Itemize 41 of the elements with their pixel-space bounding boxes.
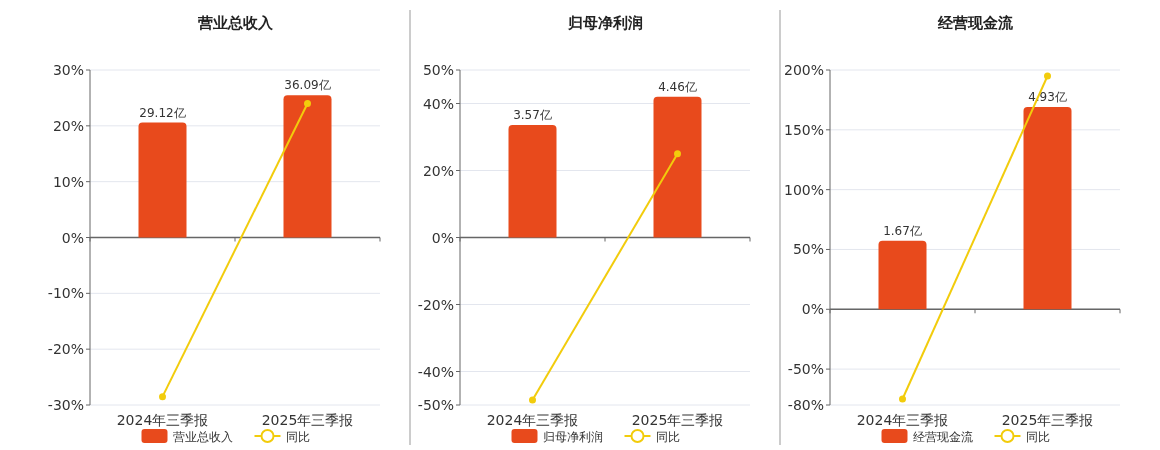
text: -50% (787, 361, 824, 378)
data-label: 29.12亿 (139, 105, 186, 120)
text: 200% (783, 62, 824, 78)
x-tick-label: 2025年三季报 (261, 412, 354, 428)
text: 0% (431, 229, 454, 246)
text: -30% (47, 397, 84, 413)
legend-label: 同比 (285, 430, 310, 444)
text: -20% (417, 296, 454, 313)
text: 0% (61, 229, 84, 246)
text: 50% (422, 62, 454, 78)
legend-label: 同比 (655, 430, 680, 444)
text: 40% (422, 95, 454, 112)
text: 20% (422, 162, 454, 179)
text: -50% (417, 397, 454, 413)
x-tick-label: 2024年三季报 (116, 412, 209, 428)
chart-title: 经营现金流 (936, 14, 1014, 32)
x-tick-label: 2025年三季报 (631, 412, 724, 428)
legend-label: 经营现金流 (912, 430, 973, 444)
data-label: 36.09亿 (284, 78, 331, 93)
text: 10% (52, 173, 84, 190)
text: -80% (787, 397, 824, 413)
legend-label: 归母净利润 (542, 430, 603, 444)
data-label: 1.67亿 (883, 223, 922, 238)
text: 150% (783, 121, 824, 138)
data-label: 4.46亿 (658, 79, 697, 94)
text: 50% (792, 241, 824, 258)
data-label: 3.57亿 (513, 107, 552, 122)
text: 100% (783, 181, 824, 198)
text: -40% (417, 363, 454, 380)
text: 0% (801, 301, 824, 318)
chart-title: 归母净利润 (566, 14, 643, 32)
legend-label: 营业总收入 (172, 430, 233, 444)
x-tick-label: 2024年三季报 (486, 412, 579, 428)
legend-label: 同比 (1025, 430, 1050, 444)
text: 20% (52, 117, 84, 134)
text: -10% (47, 285, 84, 302)
x-tick-label: 2024年三季报 (856, 412, 949, 428)
x-tick-label: 2025年三季报 (1001, 412, 1094, 428)
text: -20% (47, 341, 84, 358)
chart-title: 营业总收入 (196, 14, 274, 32)
text: 30% (52, 62, 84, 78)
